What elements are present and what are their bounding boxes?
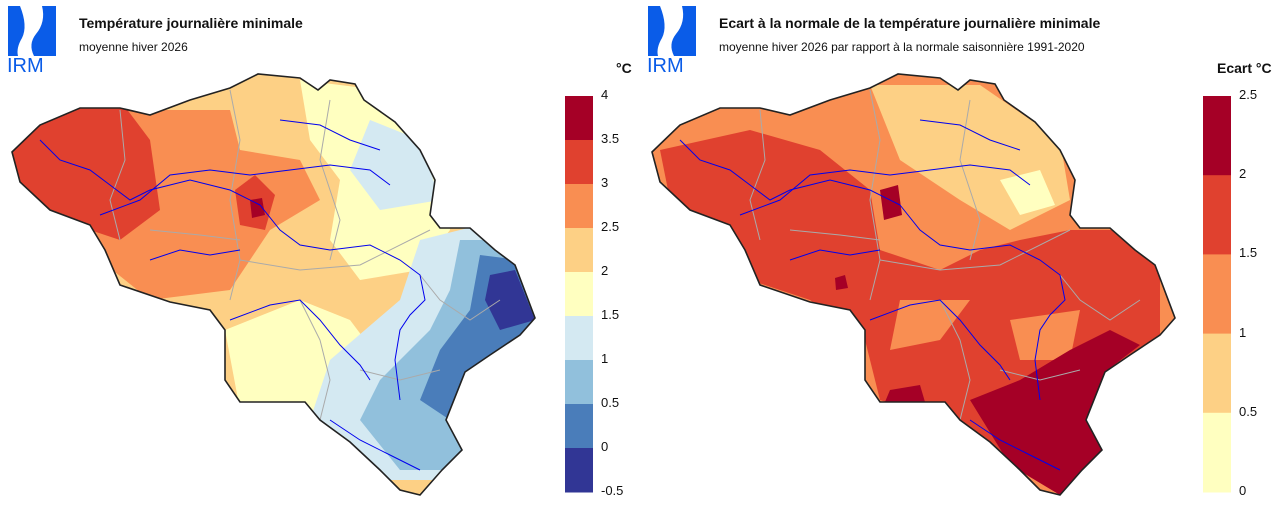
river bbox=[869, 299, 1011, 381]
map-subtitle: moyenne hiver 2026 bbox=[79, 40, 188, 54]
legend-tick-label: 0.5 bbox=[1239, 403, 1258, 419]
irm-logo: IRM bbox=[7, 6, 56, 74]
legend-swatch bbox=[1203, 333, 1231, 414]
province-border bbox=[419, 274, 501, 321]
legend-tick-label: 3 bbox=[601, 175, 609, 190]
legend-swatch bbox=[565, 96, 593, 141]
legend-swatch bbox=[565, 272, 593, 317]
province-border bbox=[319, 99, 341, 261]
legend-tick-label: 0 bbox=[1239, 483, 1247, 498]
province-border bbox=[869, 89, 881, 301]
temperature-zone bbox=[1000, 170, 1055, 215]
river bbox=[99, 164, 391, 216]
legend-swatch bbox=[565, 140, 593, 185]
province-border bbox=[239, 229, 431, 271]
province-border bbox=[879, 229, 1071, 271]
legend-tick-label: 0.5 bbox=[601, 395, 620, 410]
province-border bbox=[149, 229, 241, 241]
legend-swatch bbox=[565, 228, 593, 273]
temperature-zone bbox=[250, 198, 265, 218]
country-outline bbox=[11, 73, 536, 496]
legend-tick-label: 2.5 bbox=[1239, 87, 1258, 102]
river bbox=[39, 139, 261, 206]
river bbox=[329, 419, 421, 471]
legend-tick-label: 1 bbox=[601, 351, 609, 366]
province-border bbox=[999, 369, 1081, 381]
river bbox=[279, 119, 381, 151]
legend-tick-label: 3.5 bbox=[601, 131, 620, 146]
legend-tick-label: 1 bbox=[1239, 324, 1247, 340]
legend-swatch bbox=[1203, 175, 1231, 255]
river bbox=[789, 249, 881, 261]
river bbox=[899, 204, 1066, 401]
river bbox=[919, 119, 1021, 151]
legend-swatch bbox=[565, 316, 593, 361]
province-border bbox=[229, 89, 241, 301]
temperature-zone bbox=[1010, 310, 1080, 360]
river bbox=[149, 249, 241, 261]
legend-swatch bbox=[565, 360, 593, 405]
legend-tick-label: 2.5 bbox=[601, 219, 620, 234]
river bbox=[259, 204, 426, 401]
river bbox=[739, 164, 1031, 216]
province-border bbox=[789, 229, 881, 241]
legend-unit: Ecart °C bbox=[1217, 60, 1272, 76]
province-border bbox=[749, 109, 766, 241]
river bbox=[679, 139, 901, 206]
legend-tick-label: -0.5 bbox=[601, 483, 624, 498]
temperature-zone bbox=[885, 385, 925, 402]
belgium-map-tmin bbox=[11, 73, 536, 496]
legend-swatch bbox=[1203, 254, 1231, 335]
legend-tick-label: 1.5 bbox=[601, 307, 620, 322]
panel-anomaly: IRM Ecart à la normale de la température… bbox=[640, 0, 1280, 507]
map-subtitle: moyenne hiver 2026 par rapport à la norm… bbox=[719, 40, 1085, 54]
legend-tick-label: 2 bbox=[1239, 166, 1247, 182]
legend-tick-label: 1.5 bbox=[1239, 245, 1258, 261]
legend-swatch bbox=[565, 184, 593, 229]
irm-logo: IRM bbox=[647, 6, 696, 74]
province-border bbox=[1059, 274, 1141, 321]
province-border bbox=[299, 299, 331, 421]
legend-tick-label: 0 bbox=[601, 439, 609, 454]
temperature-zone bbox=[890, 300, 970, 350]
svg-text:IRM: IRM bbox=[647, 55, 684, 74]
legend-tick-label: 4 bbox=[601, 87, 609, 102]
country-outline bbox=[651, 73, 1176, 496]
map-title: Ecart à la normale de la température jou… bbox=[719, 15, 1101, 31]
temperature-zone bbox=[835, 275, 848, 290]
color-legend bbox=[565, 96, 593, 493]
color-legend bbox=[1203, 96, 1231, 493]
legend-swatch bbox=[1203, 412, 1231, 493]
legend-swatch bbox=[565, 448, 593, 493]
legend-swatch bbox=[1203, 96, 1231, 176]
temperature-zone bbox=[880, 185, 902, 220]
province-border bbox=[109, 109, 126, 241]
legend-unit: °C bbox=[616, 60, 632, 76]
province-border bbox=[939, 299, 971, 421]
legend-tick-label: 2 bbox=[601, 263, 609, 278]
map-title: Température journalière minimale bbox=[79, 15, 303, 31]
panel-tmin: IRM Température journalière minimale moy… bbox=[7, 6, 632, 498]
river bbox=[229, 299, 371, 381]
river bbox=[969, 419, 1061, 471]
legend-swatch bbox=[565, 404, 593, 449]
province-border bbox=[959, 99, 981, 261]
svg-text:IRM: IRM bbox=[7, 55, 44, 74]
province-border bbox=[359, 369, 441, 381]
belgium-map-anomaly bbox=[651, 73, 1176, 496]
temperature-zone bbox=[485, 270, 535, 330]
